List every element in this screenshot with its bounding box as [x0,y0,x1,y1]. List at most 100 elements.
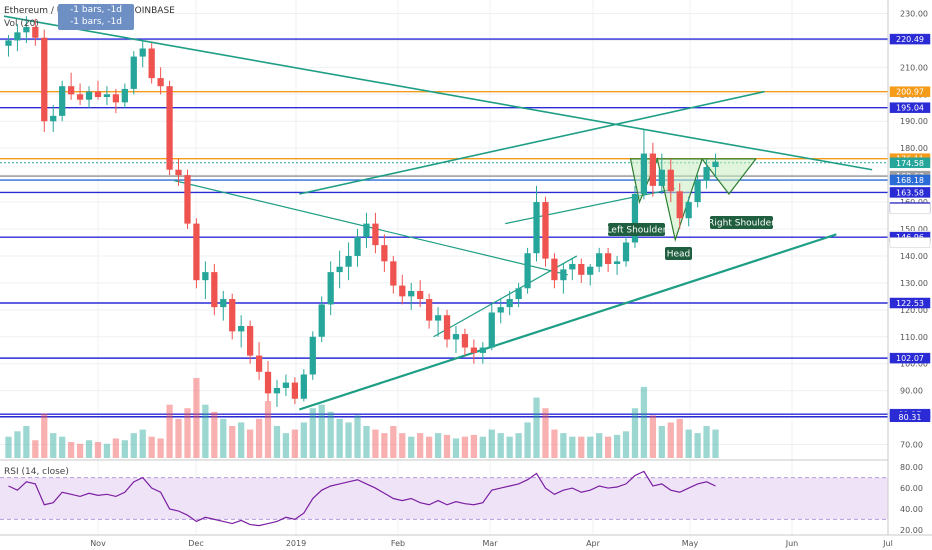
candle-body [184,175,191,224]
volume-bar [148,436,155,458]
candle-body [622,242,630,262]
price-tag-label: 80.31 [899,413,922,422]
price-tag-label: 200.97 [896,88,924,97]
volume-bar [336,418,343,458]
time-tick-label: Nov [90,539,106,548]
volume-bar [542,408,549,458]
price-tick-label: 90.00 [900,387,923,396]
volume-bar [613,434,621,458]
candle-body [667,169,674,192]
time-tick-label: Mar [482,539,498,548]
time-tick-label: May [682,539,699,548]
candle-body [175,169,182,176]
price-tick-label: 210.00 [900,63,928,72]
volume-bar [264,401,272,458]
volume-bar [452,438,460,458]
volume-bar [273,426,281,458]
candle-body [246,325,254,356]
price-tick-label: 110.00 [900,333,928,342]
time-axis[interactable]: Nov Dec 2019 Feb Mar Apr May Jun Jul [0,534,932,548]
candle-body [596,253,603,267]
volume-bar [703,426,710,458]
candle-body [273,387,281,394]
right-shoulder-label: Right Shoulder [708,219,775,229]
price-tag-label: 163.58 [896,188,924,197]
volume-bar [443,434,451,458]
volume-bar [94,442,102,458]
candle-body [470,347,478,353]
price-tag-label: 195.04 [896,104,924,113]
price-tag-label: 174.58 [896,159,924,168]
price-tag-label: 122.53 [896,299,924,308]
price-tick-label: 230.00 [900,9,928,18]
descending-resistance-line [3,15,873,171]
rsi-axis: 80.00 60.00 40.00 20.00 [900,463,923,535]
candle-body [640,153,648,194]
volume-bar [14,431,21,458]
volume-bar [658,426,665,458]
price-tag-box [889,411,931,423]
candle-body [112,94,120,103]
candle-body [121,88,128,103]
price-tag-box [889,297,931,309]
volume-bar [569,436,576,458]
rsi-line [8,470,716,527]
inner-descending-line [173,179,568,276]
volume-bar [640,386,648,458]
candle-body [452,334,460,340]
volume-bar [211,411,218,458]
candle-body [59,86,66,116]
volume-bar [121,440,128,458]
volume-bar [327,411,334,458]
volume-bar [533,397,540,458]
rsi-label: RSI (14, close) [4,467,69,477]
volume-bar [130,433,137,458]
candle-body [318,304,325,337]
right-shoulder-badge [710,216,773,229]
time-tick-label: Dec [188,539,203,548]
price-tags: 220.49200.97195.04176.11174.58169.63168.… [889,33,931,423]
volume-bar [470,434,478,458]
volume-bar [229,426,236,458]
price-tick-label: 70.00 [900,441,923,450]
price-tick-label: 190.00 [900,117,928,126]
candle-body [613,261,621,265]
candle-body [23,26,30,33]
price-tick-label: 180.00 [900,144,928,153]
candle-body [309,336,316,375]
price-axis[interactable]: 70.00 80.00 90.00 100.00 110.00 120.00 130.00 1… [887,0,928,535]
candle-body [41,37,48,122]
price-tick-label: 140.00 [900,252,928,261]
candle-body [94,91,102,97]
candle-body [282,382,290,388]
price-tag-label: 168.18 [896,176,924,185]
candle-body [542,202,549,259]
rsi-tick-label: 40.00 [900,505,923,514]
candle-body [238,325,245,332]
candle-body [220,299,227,308]
candle-body [157,78,164,87]
measure-tooltip: -1 bars, -1d -1 bars, -1d [58,4,134,30]
volume-bar [112,438,120,458]
volume-bar [560,433,567,458]
head-label: Head [667,250,691,260]
volume-bar [604,436,612,458]
rsi-tick-label: 80.00 [900,463,923,472]
candle-body [202,272,209,281]
candle-body [631,193,639,243]
candle-body [363,223,370,238]
candle-body [300,374,307,399]
price-tick-label: 100.00 [900,360,928,369]
volume-bar [157,438,164,458]
volume-bar [524,422,531,458]
price-tag-label: 102.07 [896,354,924,363]
volume-bar [23,426,30,458]
volume-bar [282,433,290,458]
head-badge [665,247,692,260]
volume-bar [318,404,325,458]
volume-bar [32,440,39,458]
price-tick-label: 120.00 [900,306,928,315]
price-tag-box [889,174,931,186]
candle-body [425,299,433,321]
